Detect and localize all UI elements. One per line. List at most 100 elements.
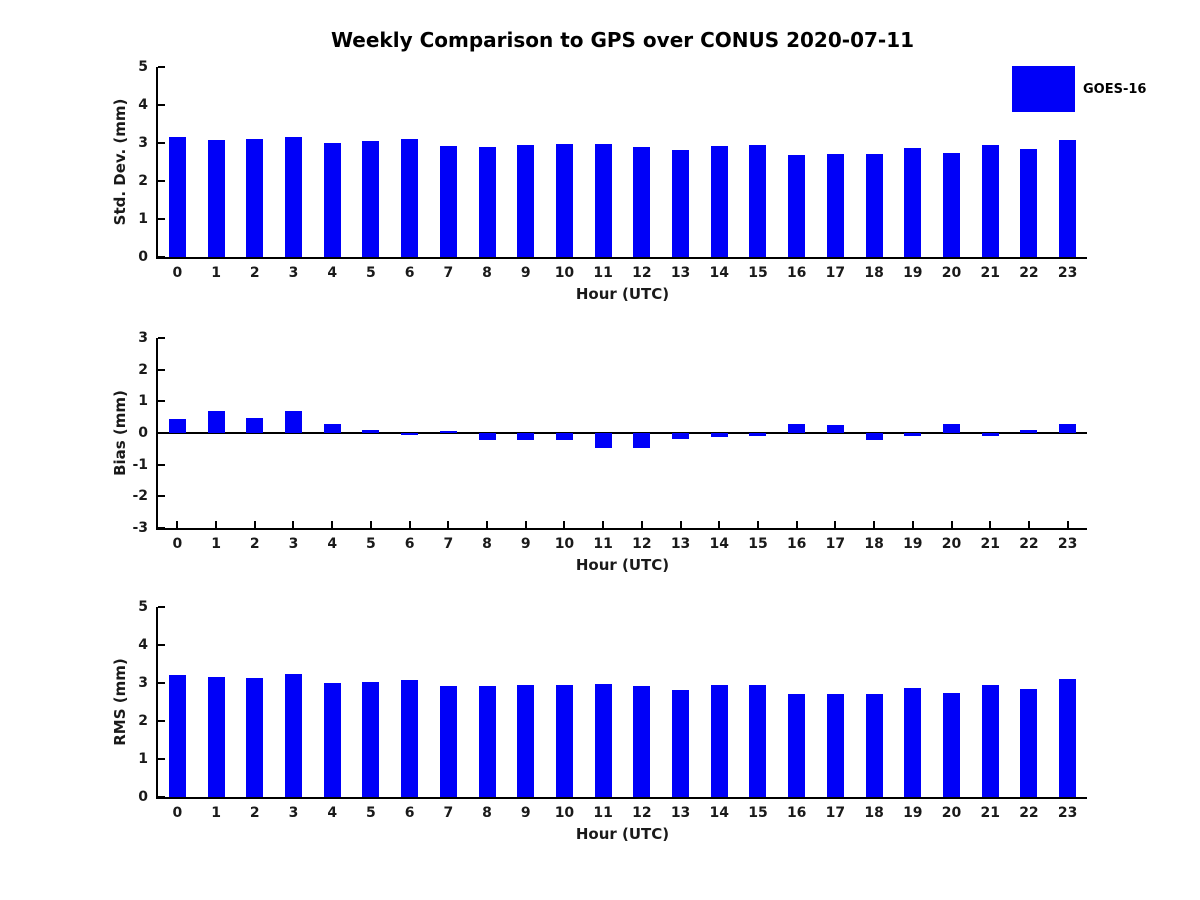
x-tick-mark — [679, 521, 682, 528]
x-tick-label: 13 — [670, 536, 691, 552]
x-tick-label: 17 — [825, 265, 846, 281]
legend-color-swatch — [1012, 66, 1075, 112]
bar-std-dev-hour-10 — [555, 143, 573, 257]
y-tick-mark — [158, 758, 165, 760]
bar-rms-hour-10 — [555, 684, 573, 797]
x-tick-label: 4 — [327, 805, 338, 821]
y-tick-label: 5 — [138, 599, 148, 615]
x-tick-mark — [292, 521, 295, 528]
y-tick-label: 2 — [138, 173, 148, 189]
bar-std-dev-hour-22 — [1020, 149, 1038, 257]
x-tick-label: 22 — [1019, 536, 1039, 552]
bar-bias-hour-17 — [826, 425, 844, 433]
x-tick-label: 18 — [864, 265, 884, 281]
bar-bias-hour-15 — [749, 433, 767, 436]
y-axis-line — [156, 607, 158, 799]
x-tick-label: 20 — [941, 805, 962, 821]
bar-std-dev-hour-0 — [168, 136, 186, 257]
y-tick-mark — [158, 218, 165, 220]
x-tick-label: 23 — [1057, 805, 1078, 821]
x-tick-label: 5 — [366, 805, 376, 821]
x-tick-label: 2 — [249, 805, 260, 821]
y-axis-label-rms: RMS (mm) — [111, 658, 129, 746]
x-tick-label: 8 — [482, 536, 492, 552]
bar-bias-hour-11 — [594, 433, 612, 449]
y-tick-label: 3 — [138, 330, 148, 346]
x-tick-label: 17 — [825, 536, 846, 552]
bar-bias-hour-14 — [710, 433, 728, 438]
y-tick-label: 0 — [138, 425, 148, 441]
bar-std-dev-hour-14 — [710, 145, 728, 257]
y-axis-label-std-dev: Std. Dev. (mm) — [111, 98, 129, 226]
x-tick-label: 11 — [593, 536, 613, 552]
x-tick-mark — [756, 521, 759, 528]
x-axis-line — [156, 257, 1087, 259]
y-axis-line — [156, 338, 158, 530]
bar-std-dev-hour-12 — [633, 147, 651, 257]
bar-rms-hour-5 — [362, 682, 380, 797]
bar-rms-hour-19 — [904, 687, 922, 797]
x-tick-label: 9 — [520, 536, 531, 552]
y-tick-label: -2 — [132, 488, 148, 505]
x-tick-label: 15 — [748, 265, 768, 281]
x-tick-label: 21 — [980, 265, 1000, 281]
x-tick-label: 3 — [288, 805, 299, 821]
x-tick-label: 21 — [980, 805, 1000, 821]
x-tick-label: 16 — [786, 805, 807, 821]
x-tick-mark — [447, 521, 450, 528]
bar-rms-hour-11 — [594, 683, 612, 797]
x-tick-label: 6 — [404, 536, 415, 552]
y-tick-mark — [158, 400, 165, 403]
x-tick-label: 3 — [288, 536, 299, 552]
x-tick-mark — [1066, 521, 1069, 528]
x-tick-mark — [950, 521, 953, 528]
bar-bias-hour-3 — [284, 410, 302, 433]
x-tick-label: 22 — [1019, 265, 1039, 281]
x-tick-mark — [524, 521, 527, 528]
bar-bias-hour-0 — [168, 418, 186, 433]
bar-bias-hour-19 — [904, 433, 922, 437]
bar-rms-hour-2 — [246, 678, 264, 797]
x-tick-label: 16 — [786, 536, 807, 552]
bar-rms-hour-20 — [943, 692, 961, 797]
bar-std-dev-hour-21 — [981, 144, 999, 257]
y-tick-label: 0 — [138, 789, 148, 805]
bar-std-dev-hour-7 — [439, 146, 457, 257]
x-tick-label: 12 — [632, 265, 652, 281]
x-tick-label: 2 — [249, 536, 260, 552]
x-axis-line — [156, 528, 1087, 530]
x-tick-label: 7 — [443, 536, 454, 552]
x-tick-label: 23 — [1057, 265, 1078, 281]
bar-std-dev-hour-2 — [246, 139, 264, 257]
x-axis-label-bias: Hour (UTC) — [575, 556, 670, 574]
y-tick-label: 2 — [138, 713, 148, 729]
y-tick-mark — [158, 256, 165, 258]
bar-bias-hour-16 — [788, 423, 806, 433]
bar-rms-hour-22 — [1020, 688, 1038, 797]
y-tick-mark — [158, 644, 165, 646]
bar-std-dev-hour-17 — [826, 154, 844, 257]
y-tick-mark — [158, 368, 165, 371]
bar-std-dev-hour-15 — [749, 144, 767, 257]
bar-rms-hour-15 — [749, 684, 767, 797]
y-tick-label: 0 — [138, 249, 148, 265]
bar-rms-hour-16 — [788, 694, 806, 797]
bar-bias-hour-6 — [401, 433, 419, 435]
x-tick-label: 11 — [593, 265, 613, 281]
y-tick-label: 4 — [138, 637, 148, 653]
legend: GOES-16 — [1012, 66, 1146, 112]
bar-bias-hour-4 — [323, 424, 341, 433]
x-tick-mark — [253, 521, 256, 528]
y-tick-label: 1 — [138, 393, 148, 410]
bar-std-dev-hour-20 — [943, 153, 961, 257]
x-tick-label: 15 — [748, 536, 768, 552]
y-tick-mark — [158, 337, 165, 339]
x-tick-label: 4 — [327, 536, 338, 552]
bar-std-dev-hour-5 — [362, 141, 380, 257]
x-tick-label: 5 — [366, 536, 376, 552]
bar-rms-hour-6 — [401, 680, 419, 797]
y-tick-mark — [158, 463, 165, 466]
x-tick-mark — [486, 521, 489, 528]
y-tick-mark — [158, 66, 165, 68]
